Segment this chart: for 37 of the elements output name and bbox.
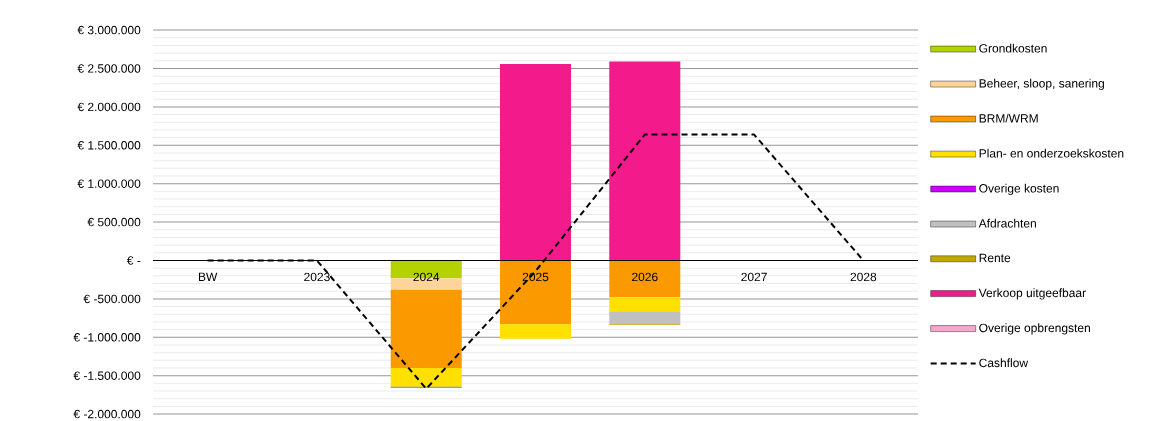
- bar: [390, 368, 462, 387]
- y-tick-label: € 3.000.000: [77, 25, 141, 35]
- legend-label: Plan- en onderzoekskosten: [979, 148, 1124, 158]
- bar: [390, 289, 462, 369]
- bar: [499, 324, 572, 339]
- y-tick-label: € -2.000.000: [73, 409, 141, 419]
- x-tick-label: BW: [198, 272, 218, 281]
- legend-label: Beheer, sloop, sanering: [979, 78, 1104, 90]
- bar: [609, 61, 681, 261]
- x-tick-label: 2023: [304, 272, 330, 282]
- legend-label: Overige opbrengsten: [979, 323, 1090, 335]
- y-tick-label: € -500.000: [83, 294, 141, 304]
- y-tick-label: € 1.000.000: [77, 179, 141, 188]
- y-tick-label: € 2.000.000: [77, 102, 141, 112]
- legend-label: Grondkosten: [979, 43, 1047, 53]
- legend-label: Afdrachten: [978, 218, 1036, 228]
- x-tick-label: 2028: [850, 272, 877, 282]
- y-tick-label: € 500.000: [87, 217, 141, 227]
- bar: [390, 260, 462, 279]
- y-tick-label: € 2.500.000: [77, 64, 141, 73]
- legend-label: BRM/WRM: [979, 113, 1038, 123]
- bar: [499, 260, 572, 325]
- y-tick-label: € -1.000.000: [73, 333, 141, 342]
- x-tick-label: 2027: [741, 272, 767, 282]
- legend-label: Overige kosten: [979, 183, 1059, 195]
- legend-label: Rente: [979, 253, 1011, 263]
- bar: [609, 260, 681, 298]
- x-tick-label: 2026: [632, 272, 658, 282]
- y-tick-label: € -: [126, 256, 141, 265]
- legend-label: Verkoop uitgeefbaar: [978, 288, 1086, 300]
- bar: [609, 311, 681, 325]
- bar: [499, 63, 572, 261]
- y-tick-label: € -1.500.000: [73, 371, 141, 380]
- y-tick-label: € 1.500.000: [77, 141, 141, 150]
- bar: [609, 297, 681, 312]
- legend-label: Cashflow: [979, 358, 1029, 368]
- x-tick-label: 2025: [522, 272, 549, 282]
